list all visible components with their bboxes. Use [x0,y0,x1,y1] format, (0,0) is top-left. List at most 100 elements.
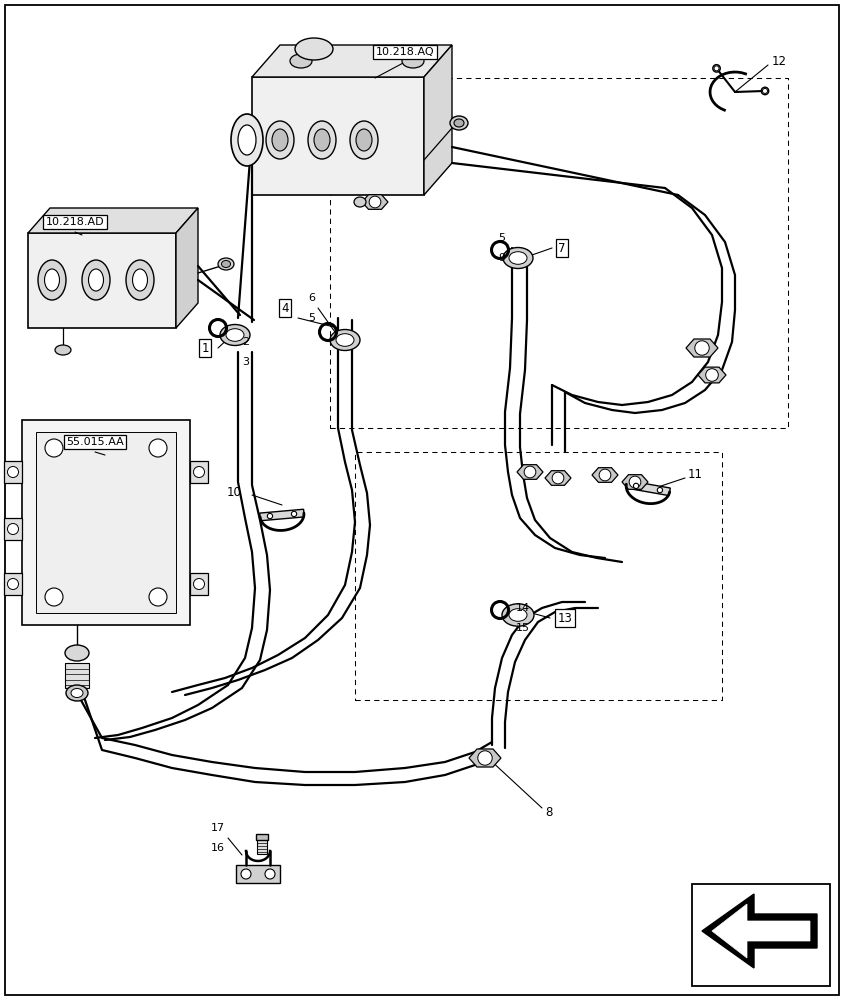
Ellipse shape [133,269,148,291]
Text: 17: 17 [211,823,225,833]
Polygon shape [4,518,22,540]
Text: 10.218.AQ: 10.218.AQ [376,47,435,57]
Polygon shape [712,904,810,958]
Ellipse shape [454,119,464,127]
Ellipse shape [65,645,89,661]
Ellipse shape [266,121,294,159]
Polygon shape [622,475,648,489]
Ellipse shape [126,260,154,300]
Ellipse shape [226,329,244,341]
Ellipse shape [350,121,378,159]
Polygon shape [469,749,501,767]
Polygon shape [517,465,543,479]
Bar [65,663,89,688]
Ellipse shape [220,324,250,346]
Text: 14: 14 [516,603,530,613]
Polygon shape [4,461,22,483]
Circle shape [634,483,639,489]
Circle shape [193,578,204,589]
Polygon shape [252,77,424,195]
Polygon shape [702,894,817,968]
Circle shape [8,466,19,478]
Ellipse shape [45,269,59,291]
Text: 3: 3 [242,357,249,367]
Text: 11: 11 [688,468,703,482]
Polygon shape [698,367,726,383]
Text: 9: 9 [498,253,505,263]
Text: 4: 4 [281,302,289,314]
Ellipse shape [509,609,527,621]
Circle shape [45,588,63,606]
Polygon shape [592,468,618,482]
Text: 55.015.AA: 55.015.AA [66,437,124,447]
Text: 1: 1 [201,342,208,355]
Polygon shape [545,471,571,485]
Circle shape [524,466,536,478]
Polygon shape [28,208,198,233]
Circle shape [193,466,204,478]
Circle shape [149,588,167,606]
Ellipse shape [450,116,468,130]
Bar [257,839,267,854]
Circle shape [268,513,273,519]
Ellipse shape [231,114,263,166]
Polygon shape [424,45,452,195]
Polygon shape [686,339,718,357]
Circle shape [291,511,297,517]
Circle shape [45,439,63,457]
Text: 15: 15 [516,623,530,633]
Polygon shape [28,233,176,328]
Ellipse shape [330,330,360,351]
Circle shape [149,439,167,457]
Polygon shape [252,45,452,77]
Ellipse shape [502,604,534,626]
Ellipse shape [713,65,720,72]
Ellipse shape [82,260,110,300]
Text: 13: 13 [558,611,572,624]
Polygon shape [256,834,268,840]
Ellipse shape [761,87,769,95]
Ellipse shape [354,197,366,207]
Text: 12: 12 [772,55,787,68]
Text: 8: 8 [545,806,552,818]
Circle shape [762,88,767,93]
Circle shape [695,341,709,355]
Circle shape [706,369,718,381]
Ellipse shape [290,54,312,68]
Text: 10: 10 [227,486,242,498]
Circle shape [714,66,719,71]
Polygon shape [190,461,208,483]
Ellipse shape [38,260,66,300]
Ellipse shape [503,247,533,268]
Ellipse shape [55,345,71,355]
Polygon shape [236,865,280,883]
Circle shape [478,751,492,765]
Circle shape [657,487,663,493]
Circle shape [552,472,564,484]
Ellipse shape [295,38,333,60]
Ellipse shape [336,334,354,346]
Polygon shape [22,420,190,625]
Polygon shape [4,573,22,595]
Circle shape [241,869,251,879]
Ellipse shape [218,258,234,270]
Text: 10.218.AD: 10.218.AD [46,217,105,227]
Ellipse shape [71,688,83,698]
Polygon shape [176,208,198,328]
Text: 6: 6 [308,293,315,303]
Circle shape [599,469,611,481]
Polygon shape [625,480,670,496]
Ellipse shape [509,252,527,264]
Ellipse shape [314,129,330,151]
Polygon shape [190,573,208,595]
Circle shape [369,196,381,208]
Text: 2: 2 [242,337,249,347]
Circle shape [8,578,19,589]
Ellipse shape [356,129,372,151]
Circle shape [8,524,19,534]
Ellipse shape [402,54,424,68]
Text: 5: 5 [308,313,315,323]
Circle shape [265,869,275,879]
Text: 16: 16 [211,843,225,853]
Bar [692,884,830,986]
